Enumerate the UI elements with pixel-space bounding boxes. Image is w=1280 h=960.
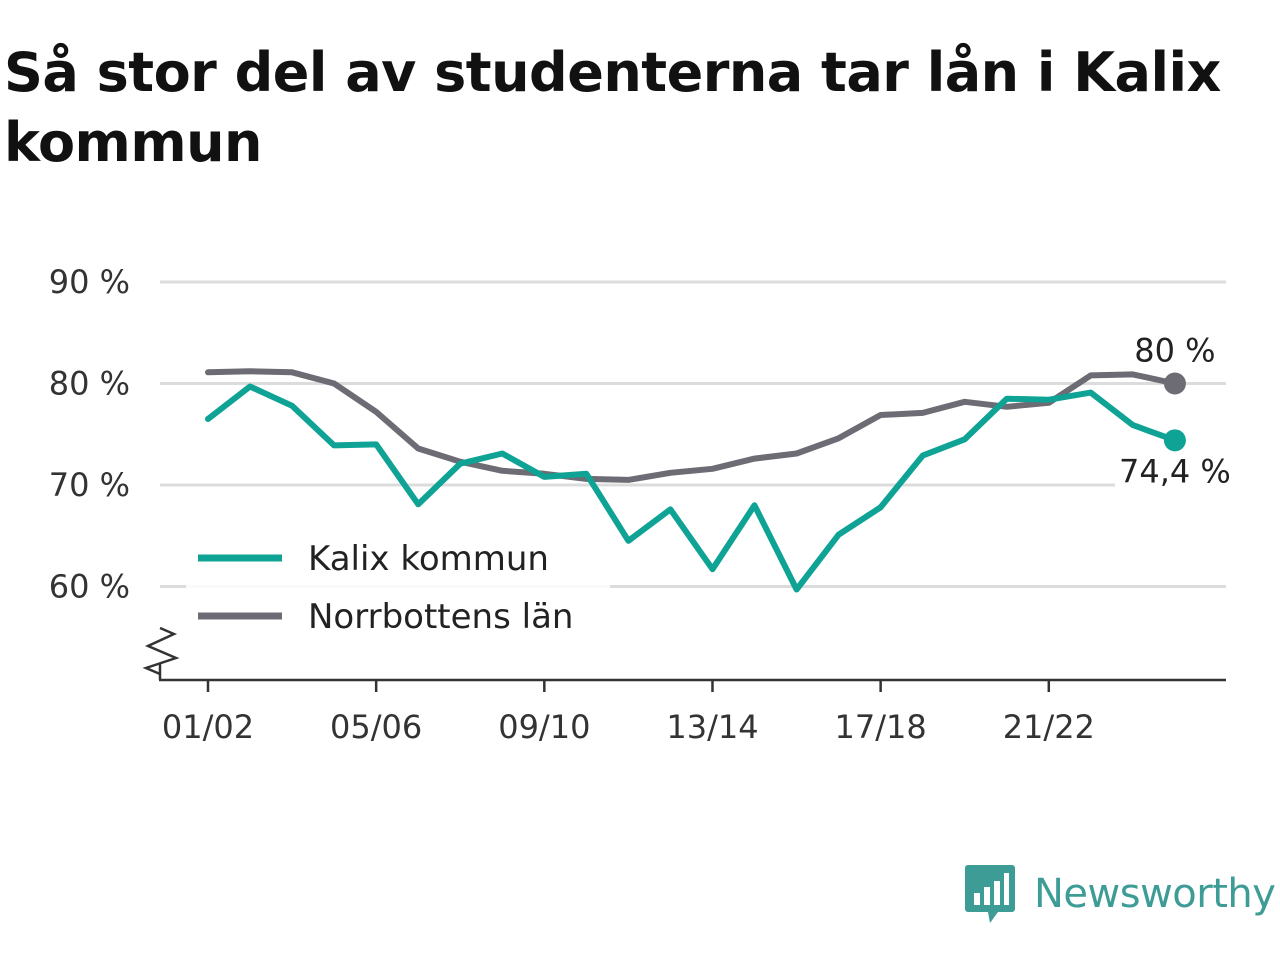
series-line-norrbotten	[205, 368, 1178, 483]
end-markers: 74,4 % 80 %	[1114, 332, 1235, 491]
x-tick-label: 01/02	[162, 708, 254, 746]
series-lines	[205, 368, 1178, 593]
end-label-background	[1114, 454, 1235, 491]
y-tick-label: 90 %	[49, 263, 130, 301]
end-point-kalix	[1163, 429, 1186, 452]
y-tick-label: 70 %	[49, 466, 130, 504]
x-tick-label: 17/18	[835, 708, 927, 746]
series-line-kalix	[205, 383, 1178, 593]
chart-title: Så stor del av studenterna tar lån i Kal…	[4, 41, 1221, 174]
legend-label-kalix: Kalix kommun	[308, 539, 549, 579]
y-tick-label: 80 %	[49, 365, 130, 403]
x-tick-label: 09/10	[498, 708, 590, 746]
newsworthy-logo: Newsworthy	[964, 862, 1276, 926]
x-tick-label: 21/22	[1003, 708, 1095, 746]
x-tick-label: 13/14	[666, 708, 758, 746]
brand-name: Newsworthy	[1034, 871, 1276, 917]
end-point-norrbotten	[1163, 372, 1186, 395]
x-axis-ticks: 01/02 05/06 09/10 13/14 17/18 21/22	[162, 680, 1095, 746]
legend: Kalix kommun Norrbottens län	[186, 532, 610, 652]
legend-label-norrbotten: Norrbottens län	[308, 597, 573, 637]
y-axis-ticks: 60 % 70 % 80 % 90 %	[49, 263, 130, 606]
legend-background	[186, 532, 610, 652]
y-axis-break-icon	[142, 626, 180, 676]
end-label-norrbotten: 80 %	[1134, 332, 1215, 370]
x-tick-label: 05/06	[330, 708, 422, 746]
end-label-kalix: 74,4 %	[1119, 452, 1231, 490]
bar-chart-speech-bubble-icon	[965, 865, 1015, 923]
y-tick-label: 60 %	[49, 568, 130, 606]
